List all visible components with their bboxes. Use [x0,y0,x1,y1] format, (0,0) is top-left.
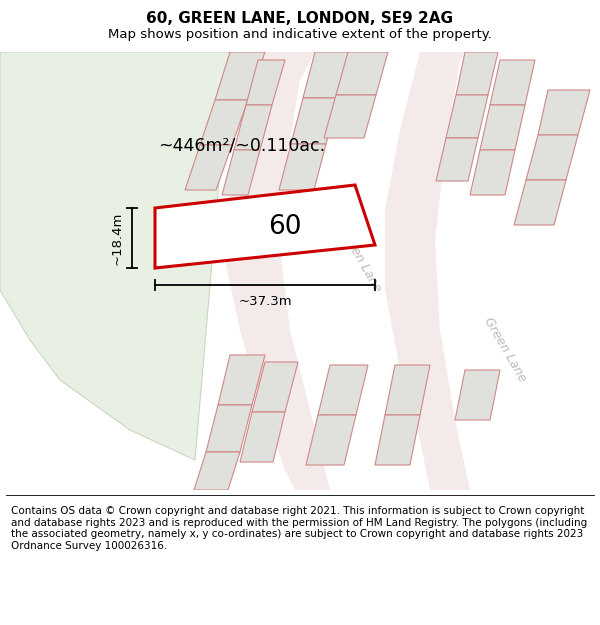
Polygon shape [200,100,248,145]
Text: ~37.3m: ~37.3m [238,295,292,308]
Polygon shape [526,135,578,180]
Polygon shape [185,145,232,190]
Polygon shape [194,452,240,490]
Polygon shape [234,105,272,150]
Polygon shape [375,415,420,465]
Polygon shape [538,90,590,135]
Polygon shape [470,150,515,195]
Polygon shape [218,355,265,405]
Polygon shape [303,52,350,98]
Polygon shape [446,95,488,138]
Polygon shape [240,412,285,462]
Text: ~446m²/~0.110ac.: ~446m²/~0.110ac. [158,136,325,154]
Polygon shape [455,370,500,420]
Text: Map shows position and indicative extent of the property.: Map shows position and indicative extent… [108,28,492,41]
Polygon shape [385,52,470,490]
Polygon shape [456,52,498,95]
Polygon shape [279,144,326,190]
Polygon shape [0,52,230,460]
Text: ~18.4m: ~18.4m [111,211,124,265]
Polygon shape [291,98,338,144]
Text: Green Lane: Green Lane [336,226,384,294]
Polygon shape [514,180,566,225]
Polygon shape [385,365,430,415]
Polygon shape [336,52,388,95]
Polygon shape [155,185,375,268]
Text: 60, GREEN LANE, LONDON, SE9 2AG: 60, GREEN LANE, LONDON, SE9 2AG [146,11,454,26]
Text: Contains OS data © Crown copyright and database right 2021. This information is : Contains OS data © Crown copyright and d… [11,506,587,551]
Polygon shape [225,52,330,490]
Polygon shape [318,365,368,415]
Text: 60: 60 [268,214,302,239]
Polygon shape [480,105,525,150]
Polygon shape [324,95,376,138]
Polygon shape [436,138,478,181]
Polygon shape [252,362,298,412]
Polygon shape [490,60,535,105]
Polygon shape [222,150,260,195]
Polygon shape [215,52,265,100]
Polygon shape [206,405,252,452]
Text: Green Lane: Green Lane [481,316,529,384]
Polygon shape [246,60,285,105]
Polygon shape [306,415,356,465]
